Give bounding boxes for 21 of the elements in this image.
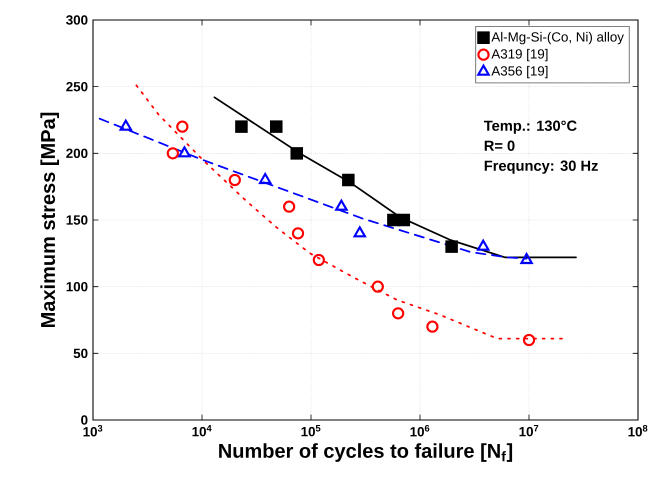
x-tick-label: 10$^{4}$ — [192, 424, 212, 436]
y-tick-label: 200 — [66, 148, 88, 158]
legend-label: Al-Mg-Si-(Co, Ni) alloy — [491, 32, 624, 44]
legend-label: A319 [19] — [491, 48, 548, 62]
x-tick-label: 10$^{8}$ — [628, 424, 648, 436]
y-tick-label: 300 — [66, 15, 88, 25]
legend-label: A356 [19] — [491, 66, 548, 78]
x-axis-title: Number of cycles to failure [N$_{f}$] — [219, 443, 512, 462]
x-tick-label: 10$^{6}$ — [410, 424, 430, 436]
annotation: R= 0 — [484, 140, 515, 151]
y-tick-label: 50 — [74, 348, 88, 358]
y-tick-label: 150 — [66, 215, 88, 225]
x-tick-label: 10$^{5}$ — [302, 424, 320, 436]
annotation: Temp.: 130°C — [484, 120, 577, 134]
x-tick-label: 10$^{7}$ — [520, 424, 538, 436]
y-tick-label: 100 — [66, 282, 88, 292]
annotation: Frequncy: 30 Hz — [484, 160, 598, 174]
y-tick-label: 250 — [66, 82, 88, 92]
y-tick-label: 0 — [81, 415, 88, 425]
y-axis-title: Maximum stress [MPa] — [40, 112, 60, 328]
x-tick-label: 10$^{3}$ — [84, 424, 102, 436]
